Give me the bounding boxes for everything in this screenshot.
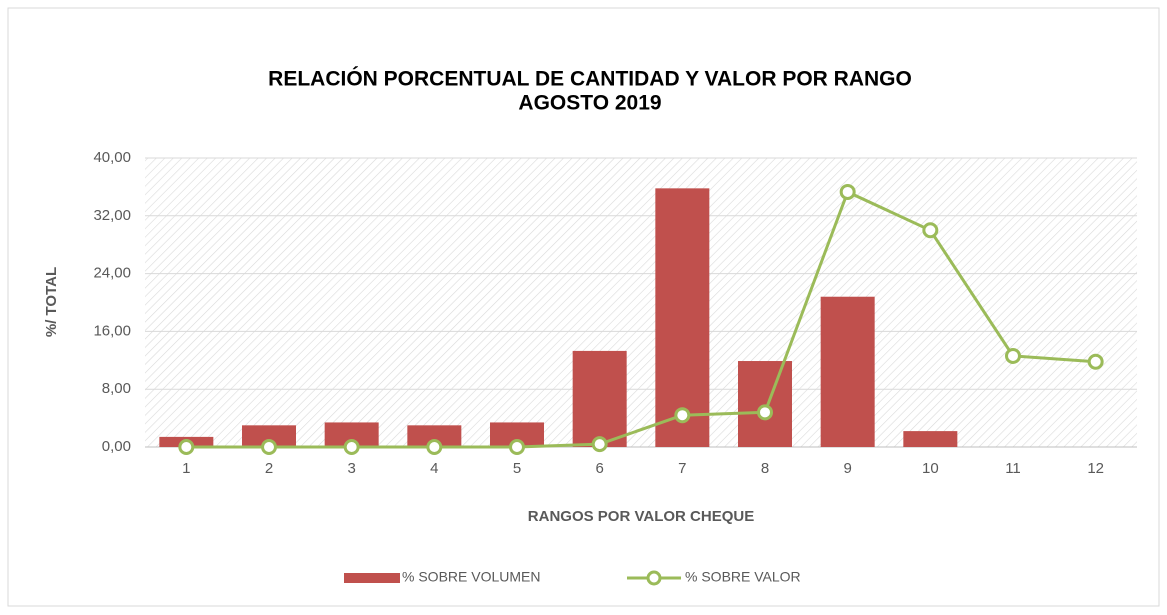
legend-label: % SOBRE VALOR	[685, 569, 801, 585]
x-tick-label: 10	[922, 460, 939, 477]
legend-label: % SOBRE VOLUMEN	[402, 569, 540, 585]
line-marker	[261, 439, 277, 455]
bar	[655, 188, 710, 447]
line-marker	[343, 439, 360, 455]
plot-area	[145, 158, 1137, 447]
legend-swatch	[344, 573, 400, 583]
bar	[242, 425, 296, 447]
chart-title: RELACIÓN PORCENTUAL DE CANTIDAD Y VALOR …	[268, 67, 912, 91]
x-tick-label: 1	[182, 460, 190, 477]
line-marker	[1087, 353, 1104, 370]
line-marker	[922, 222, 939, 239]
x-tick-label: 2	[265, 460, 273, 477]
x-tick-label: 5	[513, 460, 521, 477]
line-marker	[757, 404, 773, 421]
line-marker	[674, 407, 691, 424]
x-tick-label: 12	[1087, 460, 1104, 477]
bar	[903, 431, 958, 447]
x-tick-label: 6	[595, 460, 603, 477]
y-tick-label: 24,00	[93, 265, 131, 282]
x-tick-label: 3	[347, 460, 355, 477]
y-axis-label: %/ TOTAL	[43, 267, 60, 337]
bar	[572, 350, 627, 447]
y-tick-label: 32,00	[93, 207, 131, 224]
bar	[738, 361, 792, 447]
legend-swatch-marker	[646, 570, 662, 586]
y-tick-label: 16,00	[93, 322, 131, 339]
y-tick-label: 0,00	[102, 438, 131, 455]
line-marker	[591, 436, 608, 453]
x-axis-label: RANGOS POR VALOR CHEQUE	[528, 508, 754, 525]
x-tick-label: 11	[1005, 460, 1021, 477]
line	[186, 189, 1096, 449]
line-marker	[426, 439, 443, 455]
x-tick-label: 4	[430, 460, 438, 477]
x-tick-label: 7	[678, 460, 686, 477]
line-marker	[178, 439, 195, 455]
x-tick-label: 9	[843, 460, 851, 477]
y-tick-label: 40,00	[93, 149, 131, 166]
line-marker	[1005, 347, 1021, 364]
x-tick-label: 8	[761, 460, 769, 477]
line-marker	[839, 183, 856, 200]
line-marker	[509, 439, 525, 455]
chart-subtitle: AGOSTO 2019	[518, 92, 661, 115]
bar	[407, 425, 462, 447]
y-tick-label: 8,00	[102, 380, 131, 397]
bar	[820, 296, 875, 447]
